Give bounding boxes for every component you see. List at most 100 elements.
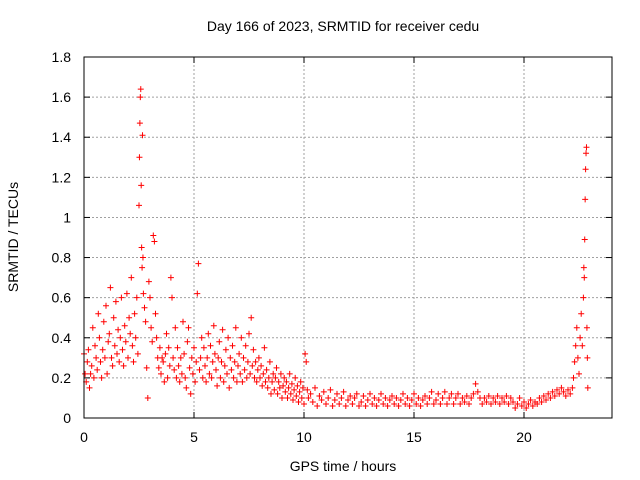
data-point (138, 244, 145, 251)
data-point (275, 378, 282, 385)
data-point (503, 392, 510, 399)
data-point (488, 400, 494, 407)
data-point (295, 398, 302, 405)
data-point (225, 334, 232, 341)
data-point (543, 396, 549, 403)
data-point (293, 392, 300, 399)
data-point (512, 404, 519, 411)
data-point (257, 374, 263, 381)
data-point (214, 382, 221, 389)
data-point (303, 358, 310, 365)
data-point (382, 394, 389, 401)
data-point (485, 392, 492, 399)
data-point (490, 394, 497, 401)
data-point (231, 358, 238, 365)
data-point (185, 324, 192, 331)
data-point (282, 388, 289, 395)
data-point (297, 378, 304, 385)
data-point (191, 344, 197, 351)
data-point (107, 284, 114, 291)
data-point (286, 370, 293, 377)
data-point (291, 386, 298, 393)
data-point (85, 346, 92, 353)
data-point (584, 354, 591, 361)
data-point (269, 378, 276, 385)
data-point (523, 404, 530, 411)
data-point (169, 294, 175, 301)
data-point (457, 400, 464, 407)
data-point (562, 392, 569, 399)
data-point (353, 390, 360, 397)
data-point (340, 388, 347, 395)
data-point (558, 384, 565, 391)
data-point (402, 400, 409, 407)
data-point (96, 334, 103, 341)
data-point (197, 354, 204, 361)
data-point (268, 390, 274, 397)
y-tick-label: 0 (63, 410, 71, 426)
data-point (184, 338, 191, 345)
chart-title: Day 166 of 2023, SRMTID for receiver ced… (207, 18, 479, 34)
data-point (288, 380, 295, 387)
data-point (204, 354, 211, 361)
data-point (117, 334, 124, 341)
data-point (314, 402, 321, 409)
data-point (580, 294, 587, 301)
data-point (455, 390, 461, 397)
data-point (437, 400, 444, 407)
data-point (304, 386, 311, 393)
data-point (301, 400, 307, 407)
data-point (371, 394, 378, 401)
data-point (334, 390, 340, 397)
data-point (272, 374, 279, 381)
data-point (273, 364, 280, 371)
data-point (233, 378, 240, 385)
data-point (270, 370, 277, 377)
data-point (364, 396, 371, 403)
data-point (450, 400, 457, 407)
data-point (246, 330, 252, 337)
data-point (395, 402, 402, 409)
data-point (133, 294, 140, 301)
y-tick-label: 1.8 (52, 49, 72, 65)
data-point (422, 392, 428, 399)
data-point (384, 402, 391, 409)
data-point (226, 384, 233, 391)
data-point (444, 400, 450, 407)
data-point (481, 394, 488, 401)
data-point (126, 314, 133, 321)
data-point (196, 366, 203, 373)
data-point (139, 254, 146, 261)
data-point (413, 400, 420, 407)
data-point (140, 290, 147, 297)
data-point (565, 386, 571, 393)
data-point (264, 384, 271, 391)
data-point (426, 394, 433, 401)
data-point (155, 364, 162, 371)
data-point (187, 390, 194, 397)
data-point (342, 402, 349, 409)
data-point (207, 342, 214, 349)
data-point (265, 374, 272, 381)
data-point (439, 394, 446, 401)
data-point (243, 374, 250, 381)
data-point (570, 374, 577, 381)
data-point (583, 144, 590, 151)
data-point (138, 182, 145, 189)
data-point (142, 318, 149, 325)
data-point (247, 370, 254, 377)
data-point (240, 354, 247, 361)
data-point (584, 384, 591, 391)
data-point (331, 396, 338, 403)
data-point (358, 398, 365, 405)
data-point (108, 354, 115, 361)
data-point (349, 400, 356, 407)
data-point (554, 386, 560, 393)
data-point (483, 398, 490, 405)
data-point (99, 346, 106, 353)
data-point (551, 392, 558, 399)
data-point (560, 388, 567, 395)
data-point (112, 298, 119, 305)
data-point (90, 374, 97, 381)
data-point (163, 330, 170, 337)
